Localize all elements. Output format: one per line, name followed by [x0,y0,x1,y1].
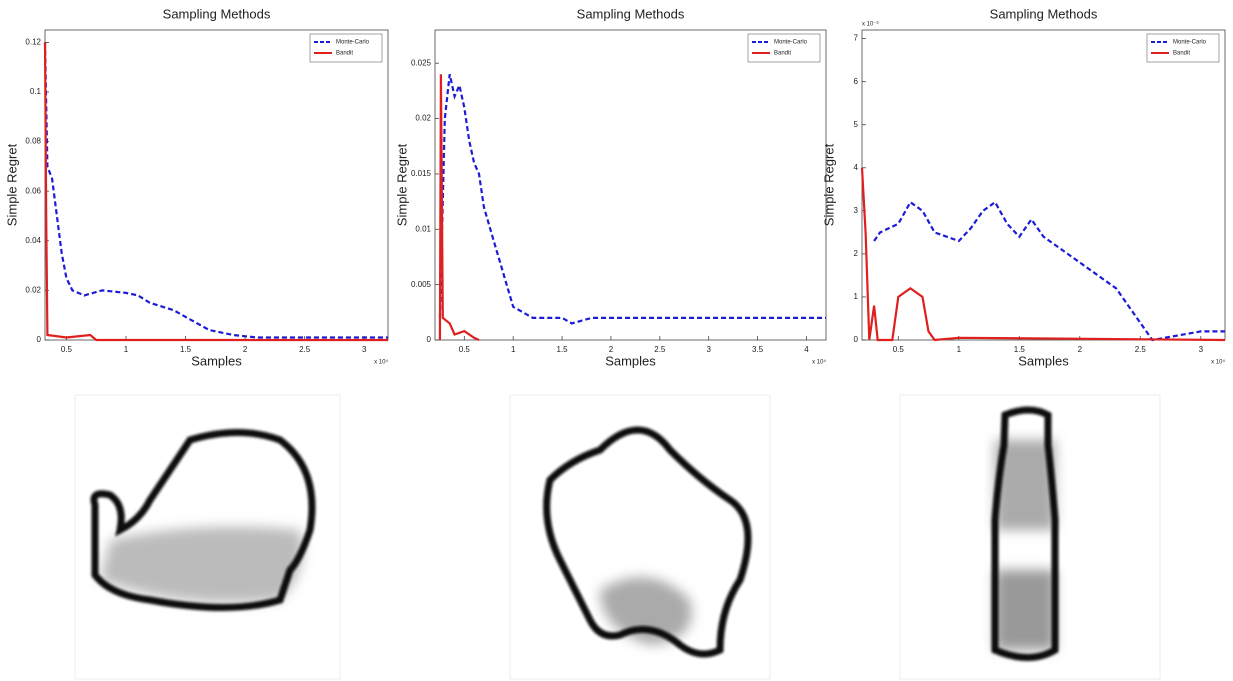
x-tick-label: 2 [609,345,614,354]
x-axis-note: x 10⁴ [374,359,388,366]
legend-label: Monte-Carlo [774,40,808,46]
x-tick-label: 4 [804,345,809,354]
x-tick-label: 1.5 [1014,345,1026,354]
shape-image-2 [509,394,771,680]
series-line [873,200,1225,342]
x-axis-label: Samples [605,353,656,368]
legend-box [309,33,383,63]
series-line [43,42,388,339]
legend-label: Bandit [336,51,353,57]
plot-area [434,29,827,341]
legend-box [747,33,821,63]
y-tick-label: 7 [854,34,859,43]
legend-label: Bandit [1173,51,1190,57]
y-tick-label: 0 [37,335,42,344]
x-axis-note: x 10⁴ [812,359,826,366]
y-axis-label: Simple Regret [821,143,836,226]
x-tick-label: 2.5 [654,345,666,354]
series-line [43,42,388,342]
y-axis-note: x 10⁻³ [862,22,879,28]
shape-image-1 [74,394,341,680]
y-tick-label: 0.12 [25,38,41,47]
x-tick-label: 1 [957,345,962,354]
y-tick-label: 0.04 [25,236,41,245]
x-tick-label: 2.5 [299,345,311,354]
chart: Sampling Methods Samples Simple Regret x 10… [4,6,388,368]
x-tick-label: 0.5 [459,345,471,354]
x-axis-label: Samples [191,353,242,368]
shape-image-3 [899,394,1161,680]
legend-label: Bandit [774,51,791,57]
y-tick-label: 0.08 [25,137,41,146]
chart: Sampling Methods Samples Simple Regret x 10… [821,6,1225,368]
series-line [438,74,826,325]
y-tick-label: 6 [854,77,859,86]
legend-label: Monte-Carlo [1173,40,1207,46]
y-tick-label: 0.06 [25,186,41,195]
x-tick-label: 0.5 [61,345,73,354]
legend-label: Monte-Carlo [336,40,370,46]
chart: Sampling Methods Samples Simple Regret x 10… [394,6,826,368]
y-axis-label: Simple Regret [394,143,409,226]
y-tick-label: 5 [854,120,859,129]
y-tick-label: 0.1 [30,87,42,96]
x-tick-label: 2.5 [1135,345,1147,354]
x-axis-note: x 10⁴ [1211,359,1225,366]
y-tick-label: 0.01 [415,224,431,233]
x-axis-label: Samples [1018,353,1069,368]
y-tick-label: 0.005 [411,280,432,289]
x-tick-label: 0.5 [893,345,905,354]
chart-title: Sampling Methods [577,6,685,21]
y-axis-label: Simple Regret [4,143,19,226]
y-tick-label: 0 [854,335,859,344]
x-tick-label: 3 [706,345,711,354]
y-tick-label: 4 [854,163,859,172]
series-line [860,167,1226,342]
x-tick-label: 1.5 [180,345,192,354]
y-tick-label: 2 [854,249,859,258]
y-tick-label: 0.025 [411,58,432,67]
x-tick-label: 3.5 [752,345,764,354]
x-tick-label: 1 [124,345,129,354]
x-tick-label: 2 [1078,345,1083,354]
plot-area [861,29,1226,341]
y-tick-label: 0.015 [411,169,432,178]
x-tick-label: 3 [362,345,367,354]
chart-title: Sampling Methods [163,6,271,21]
y-tick-label: 1 [854,292,859,301]
series-line [438,74,480,342]
y-tick-label: 0.02 [25,286,41,295]
y-tick-label: 0 [427,335,432,344]
x-tick-label: 1 [511,345,516,354]
legend-box [1146,33,1220,63]
chart-title: Sampling Methods [990,6,1098,21]
y-tick-label: 0.02 [415,114,431,123]
y-tick-label: 3 [854,206,859,215]
plot-area [44,29,389,341]
x-tick-label: 2 [243,345,248,354]
x-tick-label: 1.5 [557,345,569,354]
x-tick-label: 3 [1199,345,1204,354]
